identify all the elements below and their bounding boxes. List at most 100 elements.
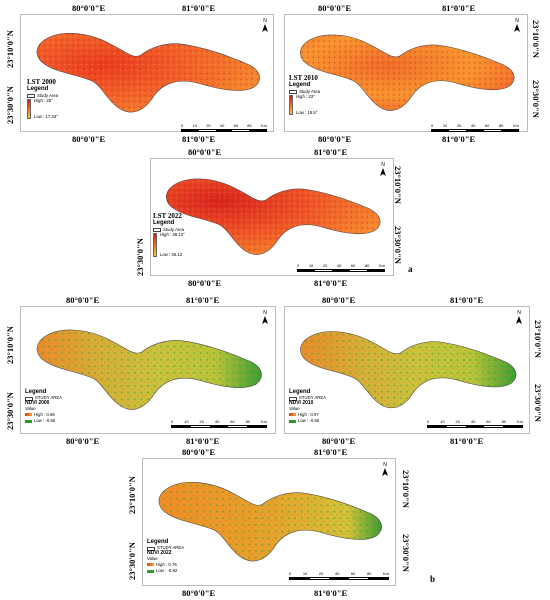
legend-study-area-label: Study Area bbox=[37, 92, 59, 98]
left-lat-south-label: 23°30'0"N bbox=[135, 238, 145, 276]
top-lon-east-label: 81°0'0"E bbox=[314, 147, 348, 157]
scale-segment bbox=[446, 426, 466, 427]
legend-low: Low : -0.66 bbox=[34, 418, 56, 424]
scale-bar-segments bbox=[427, 425, 523, 428]
color-ramp bbox=[289, 95, 293, 116]
bottom-lon-west-label: 80°0'0"E bbox=[182, 588, 216, 598]
scale-tick: 80 bbox=[247, 123, 252, 128]
legend-title: Legend bbox=[153, 220, 175, 227]
scale-tick: 40 bbox=[470, 123, 476, 128]
study-area-swatch bbox=[289, 89, 297, 94]
north-arrow-icon bbox=[516, 316, 522, 324]
scale-segment bbox=[228, 426, 248, 427]
scale-segment bbox=[368, 578, 388, 579]
swatch-row-high: High : 0.97 bbox=[289, 411, 326, 418]
legend-high: High : 0.97 bbox=[298, 411, 319, 417]
scale-unit: Km bbox=[382, 571, 389, 576]
color-ramp bbox=[27, 99, 31, 120]
legend-low: Low : -0.66 bbox=[298, 418, 320, 424]
swatch-row-low: Low : -0.92 bbox=[147, 569, 184, 574]
right-lat-south-label: 23°30'0"N bbox=[401, 534, 411, 572]
scale-segment bbox=[315, 270, 333, 271]
legend-ramp: High : 33° Low : 18.5° bbox=[289, 95, 320, 116]
ndvi-2022-panel: 80°0'0"E 81°0'0"E 23°10'0"N 23°30'0"N N … bbox=[127, 447, 414, 598]
left-lat-north-label: 23°10'0"N bbox=[5, 30, 15, 68]
scale-bar: 0 10 20 40 60 80 Km bbox=[431, 123, 519, 133]
lst-2010-legend: LST 2010 Legend Study Area High : 33° Low… bbox=[289, 74, 320, 116]
lst-2000-legend: LST 2000 Legend Study Area High : 25° Low… bbox=[27, 78, 59, 120]
ramp-values: High : 25° Low : 17.33° bbox=[34, 99, 58, 119]
legend-study-area-label: STUDY AREA bbox=[299, 395, 327, 401]
scale-bar: 0 10 20 40 60 80 Km bbox=[181, 123, 267, 133]
scale-tick: 10 bbox=[308, 263, 314, 268]
lst-2000-panel: 80°0'0"E 81°0'0"E 23°10'0"N 23°30'0"N N … bbox=[5, 4, 274, 144]
top-lon-east-label: 81°0'0"E bbox=[442, 3, 476, 13]
north-arrow: N bbox=[513, 18, 521, 32]
scale-unit: Km bbox=[378, 263, 385, 268]
lst-2022-legend: LST 2022 Legend Study Area High : 38.13°… bbox=[153, 212, 185, 258]
scale-segment bbox=[366, 270, 385, 271]
legend-value-label: Value bbox=[289, 406, 300, 412]
scale-bar: 0 10 20 40 60 80 Km bbox=[289, 571, 389, 581]
scale-ticks: 0 10 20 40 60 80 Km bbox=[181, 123, 267, 128]
lst-2022-map bbox=[165, 178, 381, 255]
legend-high: High : 0.76 bbox=[156, 561, 177, 567]
legend-low: Low : 18.5° bbox=[296, 109, 318, 115]
scale-ticks: 0 10 20 40 60 80 Km bbox=[427, 419, 523, 424]
legend-swatches: High : 0.76 Low : -0.92 bbox=[147, 561, 184, 574]
north-arrow-label: N bbox=[383, 462, 387, 468]
north-arrow-icon bbox=[514, 24, 520, 32]
scale-tick: 80 bbox=[364, 263, 370, 268]
ndvi-2022-legend: Legend STUDY AREA NDVI 2022 Value High :… bbox=[147, 539, 184, 574]
scale-segment bbox=[432, 130, 450, 131]
swatch-high bbox=[289, 413, 296, 417]
north-arrow-label: N bbox=[517, 310, 521, 316]
scale-segment bbox=[348, 578, 369, 579]
map-frame: N Legend STUDY AREA NDVI 2022 Value High… bbox=[142, 458, 396, 586]
scale-segment bbox=[465, 426, 485, 427]
right-lat-south-label: 23°30'0"N bbox=[533, 384, 543, 422]
ramp-values: High : 38.13° Low : 26.12 bbox=[160, 233, 185, 257]
right-lat-north-label: 23°10'0"N bbox=[531, 20, 541, 58]
north-arrow: N bbox=[515, 310, 523, 324]
bottom-lon-west-label: 80°0'0"E bbox=[66, 436, 100, 446]
top-lon-west-label: 80°0'0"E bbox=[182, 447, 216, 457]
legend-swatches: High : 0.66 Low : -0.66 bbox=[25, 412, 62, 424]
left-lat-south-label: 23°30'0"N bbox=[127, 542, 137, 580]
map-frame: N LST 2022 Legend Study Area High : 38.1… bbox=[150, 158, 394, 276]
scale-segment bbox=[449, 130, 467, 131]
lst-2022-panel: 80°0'0"E 81°0'0"E 23°30'0"N N LST 2022 L… bbox=[135, 147, 408, 288]
north-arrow: N bbox=[381, 462, 389, 476]
legend-high: High : 25° bbox=[34, 98, 53, 104]
scale-bar-segments bbox=[297, 269, 385, 272]
legend-map-title: LST 2000 bbox=[27, 78, 56, 86]
legend-title: Legend bbox=[289, 82, 311, 89]
north-arrow-label: N bbox=[515, 18, 519, 24]
scale-tick: 20 bbox=[206, 123, 211, 128]
legend-low: Low : -0.92 bbox=[156, 568, 178, 574]
scale-bar: 0 10 20 40 60 80 Km bbox=[171, 419, 267, 429]
bottom-lon-east-label: 81°0'0"E bbox=[182, 134, 216, 144]
north-arrow-label: N bbox=[263, 18, 267, 24]
legend-value-label: Value bbox=[25, 406, 36, 412]
scale-tick: 20 bbox=[318, 571, 324, 576]
scale-segment bbox=[190, 426, 210, 427]
scale-segment bbox=[483, 130, 501, 131]
map-frame: N Legend STUDY AREA NDVI 2000 Value High… bbox=[20, 306, 276, 434]
bottom-lon-west-label: 80°0'0"E bbox=[318, 134, 352, 144]
scale-ticks: 0 10 20 40 60 80 Km bbox=[171, 419, 267, 424]
scale-segment bbox=[198, 130, 216, 131]
scale-tick: 0 bbox=[297, 263, 300, 268]
scale-segment bbox=[247, 426, 266, 427]
top-lon-east-label: 81°0'0"E bbox=[314, 447, 348, 457]
legend-study-area-row: Study Area bbox=[153, 227, 185, 233]
north-arrow-icon bbox=[262, 24, 268, 32]
bottom-lon-east-label: 81°0'0"E bbox=[450, 436, 484, 446]
left-lat-south-label: 23°30'0"N bbox=[5, 86, 15, 124]
scale-tick: 0 bbox=[181, 123, 184, 128]
swatch-row-low: Low : -0.66 bbox=[25, 419, 62, 424]
right-lat-north-label: 23°10'0"N bbox=[533, 320, 543, 358]
scale-tick: 80 bbox=[245, 419, 251, 424]
scale-tick: 40 bbox=[470, 419, 476, 424]
swatch-high bbox=[25, 413, 32, 417]
